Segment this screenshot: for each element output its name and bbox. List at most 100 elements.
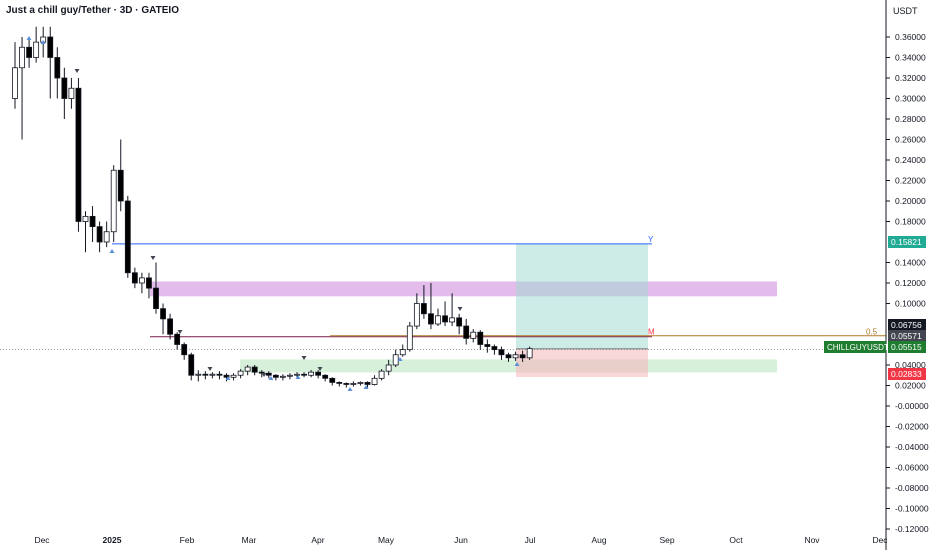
candle-body[interactable] [498,349,505,356]
x-tick-label: Apr [311,535,324,545]
candle-body[interactable] [329,377,336,383]
price-badge [888,341,926,353]
y-tick-label: 0.10000 [895,299,926,309]
candle-body[interactable] [75,87,82,222]
y-tick-label: 0.12000 [895,278,926,288]
candle-body[interactable] [477,331,484,345]
candle-body[interactable] [230,374,237,378]
pivot-low-marker [363,385,369,389]
x-tick-label: 2025 [103,535,122,545]
candle-body[interactable] [350,383,357,385]
candle-body[interactable] [124,200,131,274]
candle-body[interactable] [61,77,68,99]
candle-body[interactable] [371,377,378,385]
price-badge-label: 0.02833 [891,369,922,379]
candle-body[interactable] [343,383,350,385]
candle-body[interactable] [484,344,491,347]
candle-body[interactable] [413,303,420,327]
candle-body[interactable] [237,370,244,376]
candle-body[interactable] [89,215,96,228]
candle-body[interactable] [287,374,293,377]
candle-body[interactable] [188,354,195,376]
candle-body[interactable] [117,169,124,202]
candle-body[interactable] [322,374,329,379]
candle-body[interactable] [223,374,230,378]
candle-body[interactable] [470,331,477,339]
candle-body[interactable] [110,169,117,233]
candle-body[interactable] [272,374,279,378]
candle-body[interactable] [54,57,61,79]
candle-body[interactable] [146,277,152,289]
candle-body[interactable] [19,46,25,69]
candle-body[interactable] [378,370,385,379]
candle-body[interactable] [96,226,103,243]
candle-body[interactable] [512,354,519,359]
y-tick-label: 0.34000 [895,53,926,63]
candle-body[interactable] [364,382,371,385]
pivot-low-marker [268,376,274,380]
candle-body[interactable] [33,41,40,58]
candle-body[interactable] [216,373,223,376]
candle-body[interactable] [195,373,202,376]
price-badge-label: 0.05515 [891,342,922,352]
candle-body[interactable] [519,354,526,359]
candle-body[interactable] [131,272,138,284]
y-tick-label: 0.22000 [895,176,926,186]
symbol-badge [824,341,886,353]
candle-body[interactable] [463,325,470,339]
level-label-m: M [648,328,655,337]
pivot-low-marker [347,387,353,391]
candle-body[interactable] [181,344,188,356]
candle-body[interactable] [392,354,399,366]
candle-body[interactable] [209,373,216,376]
candle-body[interactable] [526,348,533,359]
candle-body[interactable] [420,303,427,315]
candle-body[interactable] [279,375,286,378]
candle-body[interactable] [456,317,463,327]
candle-body[interactable] [442,315,448,323]
candle-body[interactable] [435,315,441,325]
resistance-zone [150,281,777,297]
candle-body[interactable] [82,215,89,222]
candle-body[interactable] [160,308,166,320]
candle-body[interactable] [68,87,75,99]
pivot-low-marker [295,375,301,379]
candle-body[interactable] [406,325,413,351]
y-tick-label: -0.04000 [895,442,929,452]
candle-body[interactable] [103,231,110,243]
candle-body[interactable] [491,346,498,351]
candle-body[interactable] [47,36,54,58]
pivot-high-marker [150,256,156,260]
candle-body[interactable] [428,313,434,325]
candle-body[interactable] [167,318,174,335]
y-tick-label: -0.02000 [895,422,929,432]
pivot-low-marker [40,40,46,44]
candle-body[interactable] [399,349,406,356]
x-tick-label: Sep [659,535,674,545]
candle-body[interactable] [449,317,456,323]
y-tick-label: 0.28000 [895,114,926,124]
axis-currency: USDT [893,6,918,16]
candle-body[interactable] [505,354,512,359]
candle-body[interactable] [174,333,181,345]
candle-body[interactable] [357,382,364,384]
pivot-low-marker [514,362,520,366]
candle-body[interactable] [336,382,343,384]
candle-body[interactable] [301,373,307,376]
candle-body[interactable] [265,372,272,376]
candle-body[interactable] [251,366,258,373]
candle-body[interactable] [294,373,300,376]
candle-body[interactable] [244,366,251,372]
pivot-high-marker [177,330,183,334]
candle-body[interactable] [12,67,18,99]
candle-body[interactable] [26,46,33,58]
candle-body[interactable] [138,277,145,284]
candle-body[interactable] [308,371,315,376]
candle-body[interactable] [385,364,392,372]
candle-body[interactable] [315,371,322,376]
candle-body[interactable] [153,287,159,310]
y-tick-label: -0.10000 [895,504,929,514]
candle-body[interactable] [202,373,209,376]
